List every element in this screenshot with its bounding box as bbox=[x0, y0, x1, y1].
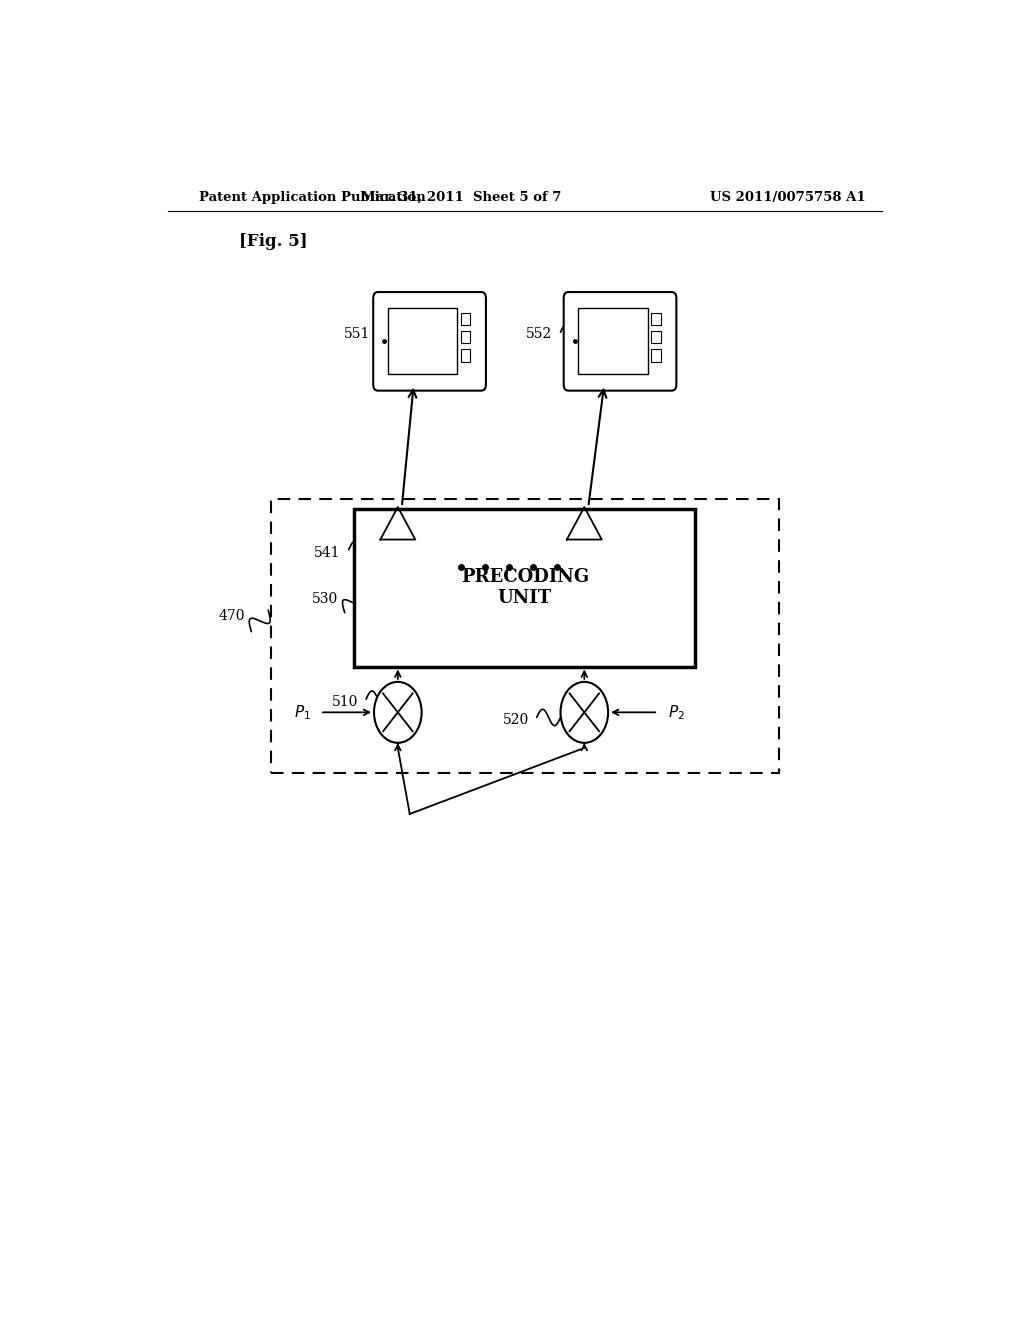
Bar bbox=[578, 309, 648, 375]
Text: $P_2$: $P_2$ bbox=[668, 704, 684, 722]
FancyBboxPatch shape bbox=[563, 292, 677, 391]
Text: US 2011/0075758 A1: US 2011/0075758 A1 bbox=[711, 190, 866, 203]
Text: 552: 552 bbox=[526, 327, 553, 342]
Text: $P_1$: $P_1$ bbox=[294, 704, 310, 722]
Text: 530: 530 bbox=[312, 591, 338, 606]
Text: PRECODING
UNIT: PRECODING UNIT bbox=[461, 568, 589, 607]
Bar bbox=[651, 350, 660, 362]
Bar bbox=[461, 350, 470, 362]
Bar bbox=[387, 309, 458, 375]
Text: 542: 542 bbox=[500, 545, 526, 560]
Bar bbox=[461, 331, 470, 343]
Text: 520: 520 bbox=[503, 714, 528, 727]
Bar bbox=[270, 499, 779, 774]
Circle shape bbox=[560, 682, 608, 743]
Text: 541: 541 bbox=[314, 545, 341, 560]
Text: [Fig. 5]: [Fig. 5] bbox=[240, 234, 308, 251]
Bar bbox=[354, 510, 695, 667]
Bar bbox=[651, 331, 660, 343]
Text: 551: 551 bbox=[344, 327, 370, 342]
Text: 470: 470 bbox=[219, 609, 246, 623]
Text: 510: 510 bbox=[332, 696, 358, 709]
Bar bbox=[651, 313, 660, 325]
FancyBboxPatch shape bbox=[373, 292, 486, 391]
Text: Patent Application Publication: Patent Application Publication bbox=[200, 190, 426, 203]
Circle shape bbox=[374, 682, 422, 743]
Bar bbox=[461, 313, 470, 325]
Text: Mar. 31, 2011  Sheet 5 of 7: Mar. 31, 2011 Sheet 5 of 7 bbox=[361, 190, 561, 203]
